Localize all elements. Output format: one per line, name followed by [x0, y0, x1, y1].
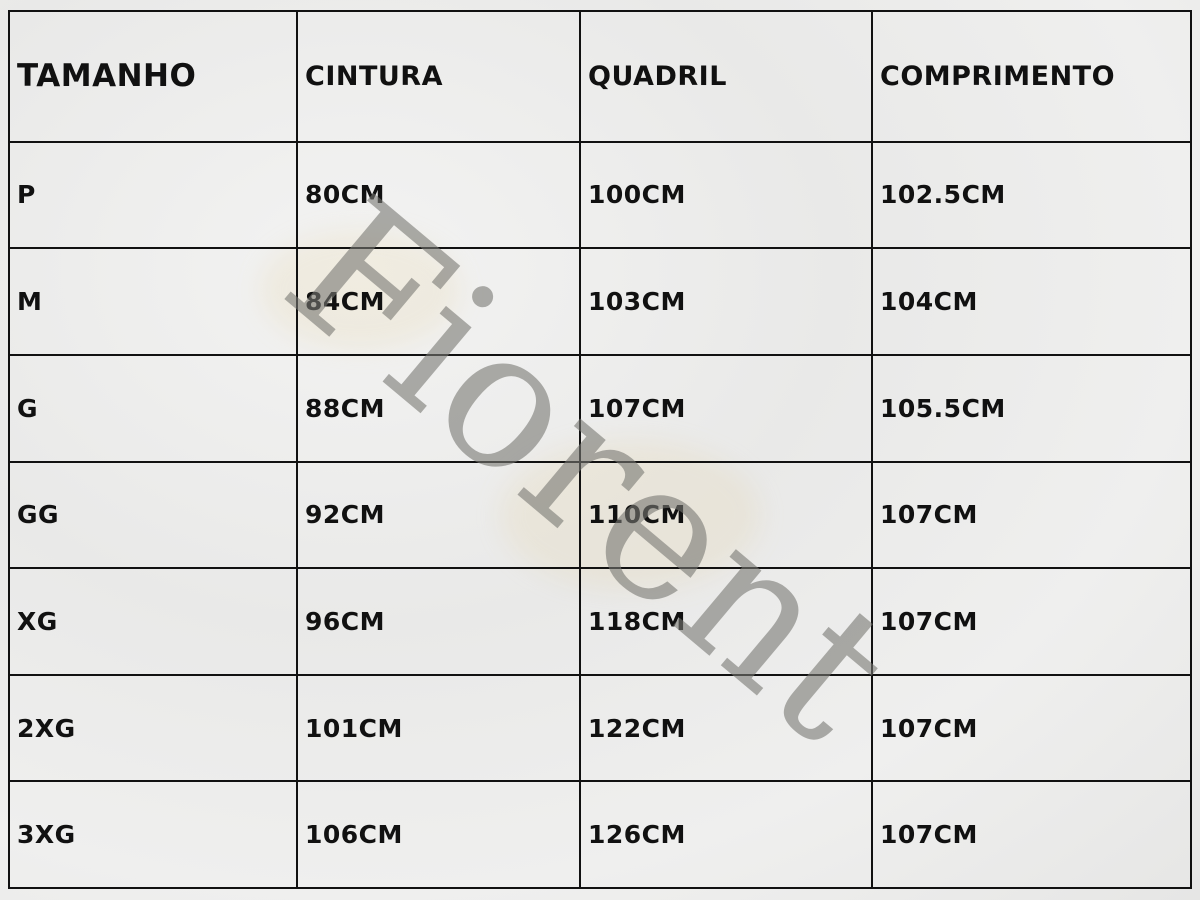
- table-cell: XG: [8, 567, 298, 676]
- table-cell: 122CM: [579, 673, 873, 783]
- table-cell: 92CM: [296, 460, 581, 570]
- column-header: QUADRIL: [579, 10, 873, 143]
- table-cell: 118CM: [579, 567, 873, 676]
- table-row: 2XG 101CM 122CM 107CM: [8, 673, 1192, 783]
- table-cell: P: [8, 140, 298, 250]
- table-cell: 107CM: [871, 780, 1192, 889]
- table-row: XG 96CM 118CM 107CM: [8, 567, 1192, 676]
- table-cell: 3XG: [8, 780, 298, 889]
- table-row: GG 92CM 110CM 107CM: [8, 460, 1192, 570]
- table-row: G 88CM 107CM 105.5CM: [8, 353, 1192, 463]
- table-cell: 2XG: [8, 673, 298, 783]
- table-cell: 96CM: [296, 567, 581, 676]
- column-header: COMPRIMENTO: [871, 10, 1192, 143]
- table-cell: GG: [8, 460, 298, 570]
- table-cell: 100CM: [579, 140, 873, 250]
- table-row: P 80CM 100CM 102.5CM: [8, 140, 1192, 250]
- table-cell: 105.5CM: [871, 353, 1192, 463]
- table-cell: 107CM: [871, 673, 1192, 783]
- table-cell: 107CM: [871, 567, 1192, 676]
- table-cell: 104CM: [871, 247, 1192, 356]
- table-cell: 107CM: [871, 460, 1192, 570]
- table-cell: 107CM: [579, 353, 873, 463]
- table-cell: 126CM: [579, 780, 873, 889]
- size-table: TAMANHO CINTURA QUADRIL COMPRIMENTO P 80CM 100…: [8, 10, 1192, 889]
- table-row: 3XG 106CM 126CM 107CM: [8, 780, 1192, 889]
- table-cell: 101CM: [296, 673, 581, 783]
- table-cell: 102.5CM: [871, 140, 1192, 250]
- table-row: M 84CM 103CM 104CM: [8, 247, 1192, 356]
- table-cell: G: [8, 353, 298, 463]
- table-cell: 80CM: [296, 140, 581, 250]
- table-cell: M: [8, 247, 298, 356]
- header-row: TAMANHO CINTURA QUADRIL COMPRIMENTO: [8, 10, 1192, 143]
- table-cell: 88CM: [296, 353, 581, 463]
- table-cell: 84CM: [296, 247, 581, 356]
- table-cell: 103CM: [579, 247, 873, 356]
- table-cell: 106CM: [296, 780, 581, 889]
- column-header: TAMANHO: [8, 10, 298, 143]
- table-cell: 110CM: [579, 460, 873, 570]
- column-header: CINTURA: [296, 10, 581, 143]
